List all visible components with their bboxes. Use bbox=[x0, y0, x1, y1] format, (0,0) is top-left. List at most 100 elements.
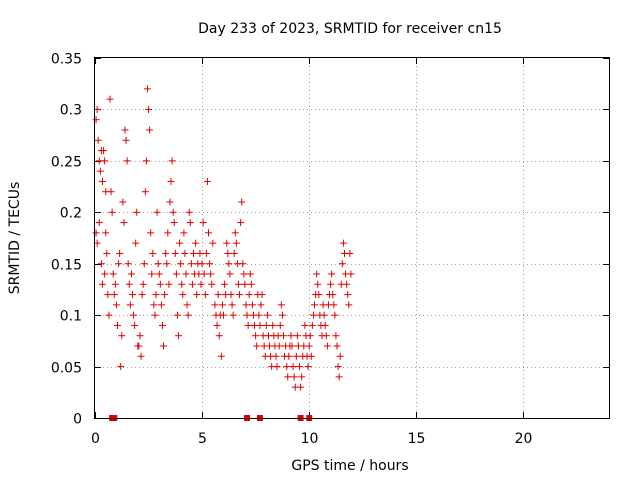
data-point bbox=[92, 229, 100, 237]
data-point bbox=[183, 301, 191, 309]
data-point bbox=[147, 229, 155, 237]
data-point bbox=[258, 291, 266, 299]
x-tick-label: 0 bbox=[91, 431, 100, 447]
data-point-layer bbox=[92, 85, 355, 391]
data-point bbox=[168, 157, 176, 165]
data-point bbox=[196, 249, 204, 257]
data-point bbox=[347, 270, 355, 278]
data-point bbox=[269, 321, 277, 329]
data-point bbox=[203, 177, 211, 185]
data-point bbox=[327, 280, 335, 288]
data-point bbox=[164, 229, 172, 237]
y-tick-label: 0.1 bbox=[60, 309, 82, 325]
data-point bbox=[217, 352, 225, 360]
data-point bbox=[323, 342, 331, 350]
data-point bbox=[152, 291, 160, 299]
data-point bbox=[226, 270, 234, 278]
data-point bbox=[95, 219, 103, 227]
data-point bbox=[234, 280, 242, 288]
data-point bbox=[289, 363, 297, 371]
data-point bbox=[252, 332, 260, 340]
data-point bbox=[275, 342, 283, 350]
data-point bbox=[230, 249, 238, 257]
data-point bbox=[112, 301, 120, 309]
data-point bbox=[94, 136, 102, 144]
data-point bbox=[165, 280, 173, 288]
data-point bbox=[97, 260, 105, 268]
data-point bbox=[120, 219, 128, 227]
data-point bbox=[241, 280, 249, 288]
data-point bbox=[313, 270, 321, 278]
data-point bbox=[135, 342, 143, 350]
data-point bbox=[167, 177, 175, 185]
data-point bbox=[197, 280, 205, 288]
data-point bbox=[148, 270, 156, 278]
data-point bbox=[127, 270, 135, 278]
data-point bbox=[122, 136, 130, 144]
data-point bbox=[185, 208, 193, 216]
y-tick-label: 0.15 bbox=[51, 258, 82, 274]
data-point bbox=[333, 342, 341, 350]
data-point bbox=[290, 373, 298, 381]
data-point bbox=[339, 239, 347, 247]
data-point bbox=[298, 373, 306, 381]
data-point bbox=[130, 311, 138, 319]
data-point bbox=[321, 321, 329, 329]
data-point bbox=[301, 321, 309, 329]
data-point bbox=[155, 270, 163, 278]
data-point bbox=[314, 280, 322, 288]
data-point bbox=[296, 363, 304, 371]
data-point bbox=[231, 229, 239, 237]
x-tick-label: 20 bbox=[515, 431, 533, 447]
data-point bbox=[262, 321, 270, 329]
data-point bbox=[255, 311, 263, 319]
data-point bbox=[123, 157, 131, 165]
data-point bbox=[142, 157, 150, 165]
data-point bbox=[124, 260, 132, 268]
x-axis-label: GPS time / hours bbox=[291, 458, 408, 474]
data-point bbox=[170, 219, 178, 227]
data-point bbox=[173, 311, 181, 319]
tick-label-layer: 0 0.05 0.1 0.15 0.2 0.25 0.3 0.35 0 5 10 15 20 bbox=[51, 52, 533, 448]
data-point bbox=[157, 301, 165, 309]
plot-frame bbox=[94, 57, 610, 419]
data-point bbox=[228, 301, 236, 309]
data-point bbox=[193, 291, 201, 299]
data-point bbox=[309, 311, 317, 319]
data-point bbox=[176, 239, 184, 247]
data-point bbox=[229, 311, 237, 319]
y-tick-label: 0 bbox=[73, 412, 82, 428]
data-point bbox=[214, 291, 222, 299]
x-tick-label: 10 bbox=[301, 431, 319, 447]
data-point bbox=[108, 208, 116, 216]
data-point bbox=[106, 95, 114, 103]
data-point bbox=[177, 260, 185, 268]
data-point bbox=[182, 270, 190, 278]
data-point bbox=[247, 280, 255, 288]
data-point bbox=[206, 260, 214, 268]
data-point bbox=[101, 157, 109, 165]
data-point bbox=[139, 280, 147, 288]
data-point bbox=[118, 332, 126, 340]
data-point bbox=[315, 291, 323, 299]
data-point bbox=[307, 352, 315, 360]
data-point bbox=[117, 363, 125, 371]
data-point bbox=[239, 260, 247, 268]
y-tick-label: 0.35 bbox=[51, 52, 82, 68]
data-point bbox=[243, 311, 251, 319]
x-tick-label: 5 bbox=[198, 431, 207, 447]
data-point bbox=[344, 291, 352, 299]
data-point bbox=[181, 249, 189, 257]
data-point bbox=[162, 249, 170, 257]
data-point bbox=[163, 260, 171, 268]
data-point bbox=[132, 239, 140, 247]
data-point bbox=[126, 301, 134, 309]
data-point bbox=[225, 260, 233, 268]
data-point bbox=[306, 332, 314, 340]
data-point bbox=[125, 280, 133, 288]
data-point bbox=[205, 229, 213, 237]
data-point bbox=[220, 311, 227, 319]
data-point bbox=[232, 239, 240, 247]
data-point bbox=[215, 332, 223, 340]
data-point bbox=[283, 363, 291, 371]
